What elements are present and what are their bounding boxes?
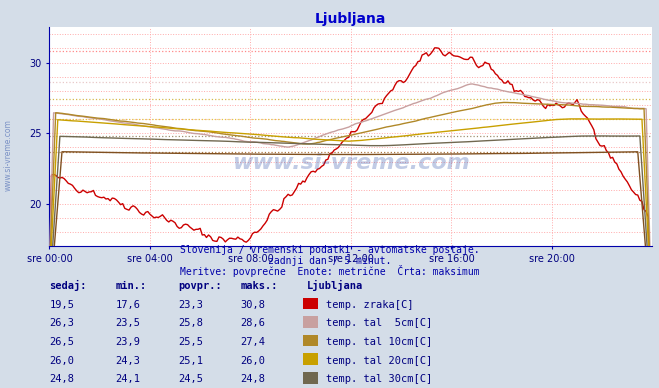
Text: 26,5: 26,5 <box>49 337 74 347</box>
Text: Slovenija / vremenski podatki - avtomatske postaje.: Slovenija / vremenski podatki - avtomats… <box>180 245 479 255</box>
Text: temp. tal 20cm[C]: temp. tal 20cm[C] <box>326 355 432 365</box>
Text: temp. tal 10cm[C]: temp. tal 10cm[C] <box>326 337 432 347</box>
Text: 28,6: 28,6 <box>241 318 266 328</box>
Text: Ljubljana: Ljubljana <box>306 280 362 291</box>
Text: 24,5: 24,5 <box>178 374 203 384</box>
Text: povpr.:: povpr.: <box>178 281 221 291</box>
Text: 23,3: 23,3 <box>178 300 203 310</box>
Text: 25,1: 25,1 <box>178 355 203 365</box>
Text: sedaj:: sedaj: <box>49 280 87 291</box>
Text: temp. tal 30cm[C]: temp. tal 30cm[C] <box>326 374 432 384</box>
Text: 25,5: 25,5 <box>178 337 203 347</box>
Text: 23,5: 23,5 <box>115 318 140 328</box>
Text: www.si-vreme.com: www.si-vreme.com <box>3 119 13 191</box>
Text: Meritve: povprečne  Enote: metrične  Črta: maksimum: Meritve: povprečne Enote: metrične Črta:… <box>180 265 479 277</box>
Text: www.si-vreme.com: www.si-vreme.com <box>232 153 470 173</box>
Text: 24,1: 24,1 <box>115 374 140 384</box>
Text: 26,3: 26,3 <box>49 318 74 328</box>
Text: temp. tal  5cm[C]: temp. tal 5cm[C] <box>326 318 432 328</box>
Text: 26,0: 26,0 <box>49 355 74 365</box>
Text: 24,3: 24,3 <box>115 355 140 365</box>
Text: 24,8: 24,8 <box>241 374 266 384</box>
Text: 19,5: 19,5 <box>49 300 74 310</box>
Text: maks.:: maks.: <box>241 281 278 291</box>
Text: zadnji dan / 5 minut.: zadnji dan / 5 minut. <box>268 256 391 266</box>
Text: temp. zraka[C]: temp. zraka[C] <box>326 300 414 310</box>
Text: 27,4: 27,4 <box>241 337 266 347</box>
Text: 24,8: 24,8 <box>49 374 74 384</box>
Text: 23,9: 23,9 <box>115 337 140 347</box>
Title: Ljubljana: Ljubljana <box>315 12 387 26</box>
Text: 17,6: 17,6 <box>115 300 140 310</box>
Text: 30,8: 30,8 <box>241 300 266 310</box>
Text: 26,0: 26,0 <box>241 355 266 365</box>
Text: 25,8: 25,8 <box>178 318 203 328</box>
Text: min.:: min.: <box>115 281 146 291</box>
